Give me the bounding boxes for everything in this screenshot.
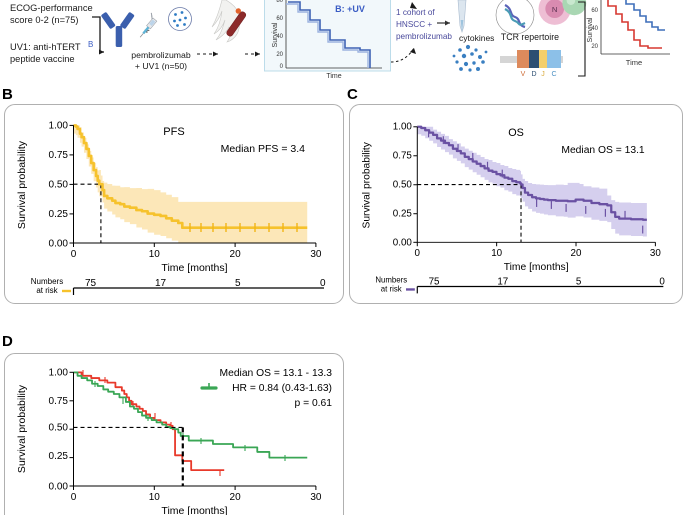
svg-text:1.00: 1.00 xyxy=(49,120,69,131)
svg-text:Numbers: Numbers xyxy=(31,277,63,286)
svg-text:75: 75 xyxy=(85,278,97,289)
svg-text:B: B xyxy=(88,40,93,49)
svg-text:0.00: 0.00 xyxy=(49,481,69,492)
svg-text:0.50: 0.50 xyxy=(49,179,69,190)
svg-text:0.50: 0.50 xyxy=(393,180,413,191)
svg-text:Median PFS = 3.4: Median PFS = 3.4 xyxy=(221,143,305,155)
svg-text:UV1: anti-hTERT: UV1: anti-hTERT xyxy=(10,42,81,52)
svg-text:0.25: 0.25 xyxy=(393,209,413,220)
svg-text:0: 0 xyxy=(71,492,77,503)
svg-text:Time [months]: Time [months] xyxy=(161,505,227,515)
svg-text:1.00: 1.00 xyxy=(393,122,413,133)
svg-text:17: 17 xyxy=(497,277,508,288)
svg-text:Time: Time xyxy=(626,58,642,67)
svg-text:0.50: 0.50 xyxy=(49,423,69,434)
svg-text:at risk: at risk xyxy=(381,284,402,293)
svg-text:80: 80 xyxy=(276,0,283,4)
svg-text:0.75: 0.75 xyxy=(393,151,413,162)
svg-text:Time [months]: Time [months] xyxy=(504,262,569,273)
svg-text:20: 20 xyxy=(276,52,283,58)
svg-text:Survival probability: Survival probability xyxy=(362,141,373,228)
svg-text:0: 0 xyxy=(320,278,326,289)
svg-text:+ UV1 (n=50): + UV1 (n=50) xyxy=(135,61,187,71)
svg-text:TCR repertoire: TCR repertoire xyxy=(501,32,559,42)
svg-text:20: 20 xyxy=(571,248,582,259)
svg-text:Survival probability: Survival probability xyxy=(16,140,28,229)
svg-text:Median OS = 13.1: Median OS = 13.1 xyxy=(561,145,645,156)
svg-text:B: +UV: B: +UV xyxy=(335,4,365,14)
svg-text:Survival: Survival xyxy=(272,22,279,47)
svg-text:20: 20 xyxy=(230,492,242,503)
svg-text:C: C xyxy=(551,71,556,78)
svg-text:PFS: PFS xyxy=(163,126,184,138)
svg-text:30: 30 xyxy=(310,249,322,260)
svg-text:HNSCC +: HNSCC + xyxy=(396,20,432,29)
svg-text:20: 20 xyxy=(230,249,242,260)
svg-text:Survival probability: Survival probability xyxy=(16,384,28,473)
svg-text:score 0-2 (n=75): score 0-2 (n=75) xyxy=(10,15,78,25)
svg-text:75: 75 xyxy=(429,277,440,288)
svg-text:0.75: 0.75 xyxy=(49,396,69,407)
svg-text:D: D xyxy=(531,71,536,78)
svg-text:0: 0 xyxy=(659,277,665,288)
svg-text:30: 30 xyxy=(310,492,322,503)
svg-text:5: 5 xyxy=(235,278,241,289)
svg-text:Survival: Survival xyxy=(587,17,594,42)
svg-text:0.25: 0.25 xyxy=(49,451,69,462)
svg-text:0.75: 0.75 xyxy=(49,150,69,161)
svg-text:Median OS = 13.1 - 13.3: Median OS = 13.1 - 13.3 xyxy=(220,368,333,379)
svg-text:0.25: 0.25 xyxy=(49,209,69,220)
svg-text:V: V xyxy=(521,71,526,78)
svg-text:0: 0 xyxy=(71,249,77,260)
svg-text:1.00: 1.00 xyxy=(49,368,69,379)
svg-text:OS: OS xyxy=(508,127,524,139)
svg-text:10: 10 xyxy=(149,249,161,260)
svg-text:0.00: 0.00 xyxy=(393,238,413,249)
svg-text:30: 30 xyxy=(650,248,661,259)
svg-text:60: 60 xyxy=(591,8,598,14)
svg-text:20: 20 xyxy=(591,44,598,50)
svg-text:N: N xyxy=(552,5,558,14)
svg-text:10: 10 xyxy=(149,492,161,503)
svg-text:cytokines: cytokines xyxy=(459,33,494,43)
svg-text:0: 0 xyxy=(415,248,421,259)
svg-text:J: J xyxy=(541,71,545,78)
svg-text:Numbers: Numbers xyxy=(375,276,407,285)
svg-text:1 cohort of: 1 cohort of xyxy=(396,8,435,17)
svg-text:at risk: at risk xyxy=(36,286,58,295)
svg-text:17: 17 xyxy=(155,278,167,289)
svg-text:pembrolizumab: pembrolizumab xyxy=(131,50,191,60)
svg-text:ECOG-performance: ECOG-performance xyxy=(10,3,93,13)
svg-text:Time: Time xyxy=(326,73,341,80)
svg-text:pembrolizumab: pembrolizumab xyxy=(396,32,452,41)
svg-text:0.00: 0.00 xyxy=(49,238,69,249)
svg-text:peptide vaccine: peptide vaccine xyxy=(10,54,75,64)
svg-text:10: 10 xyxy=(491,248,502,259)
svg-text:5: 5 xyxy=(576,277,582,288)
svg-text:Time [months]: Time [months] xyxy=(161,262,227,274)
svg-text:60: 60 xyxy=(276,16,283,22)
svg-text:p = 0.61: p = 0.61 xyxy=(294,398,332,409)
svg-text:HR = 0.84 (0.43-1.63): HR = 0.84 (0.43-1.63) xyxy=(232,383,332,394)
